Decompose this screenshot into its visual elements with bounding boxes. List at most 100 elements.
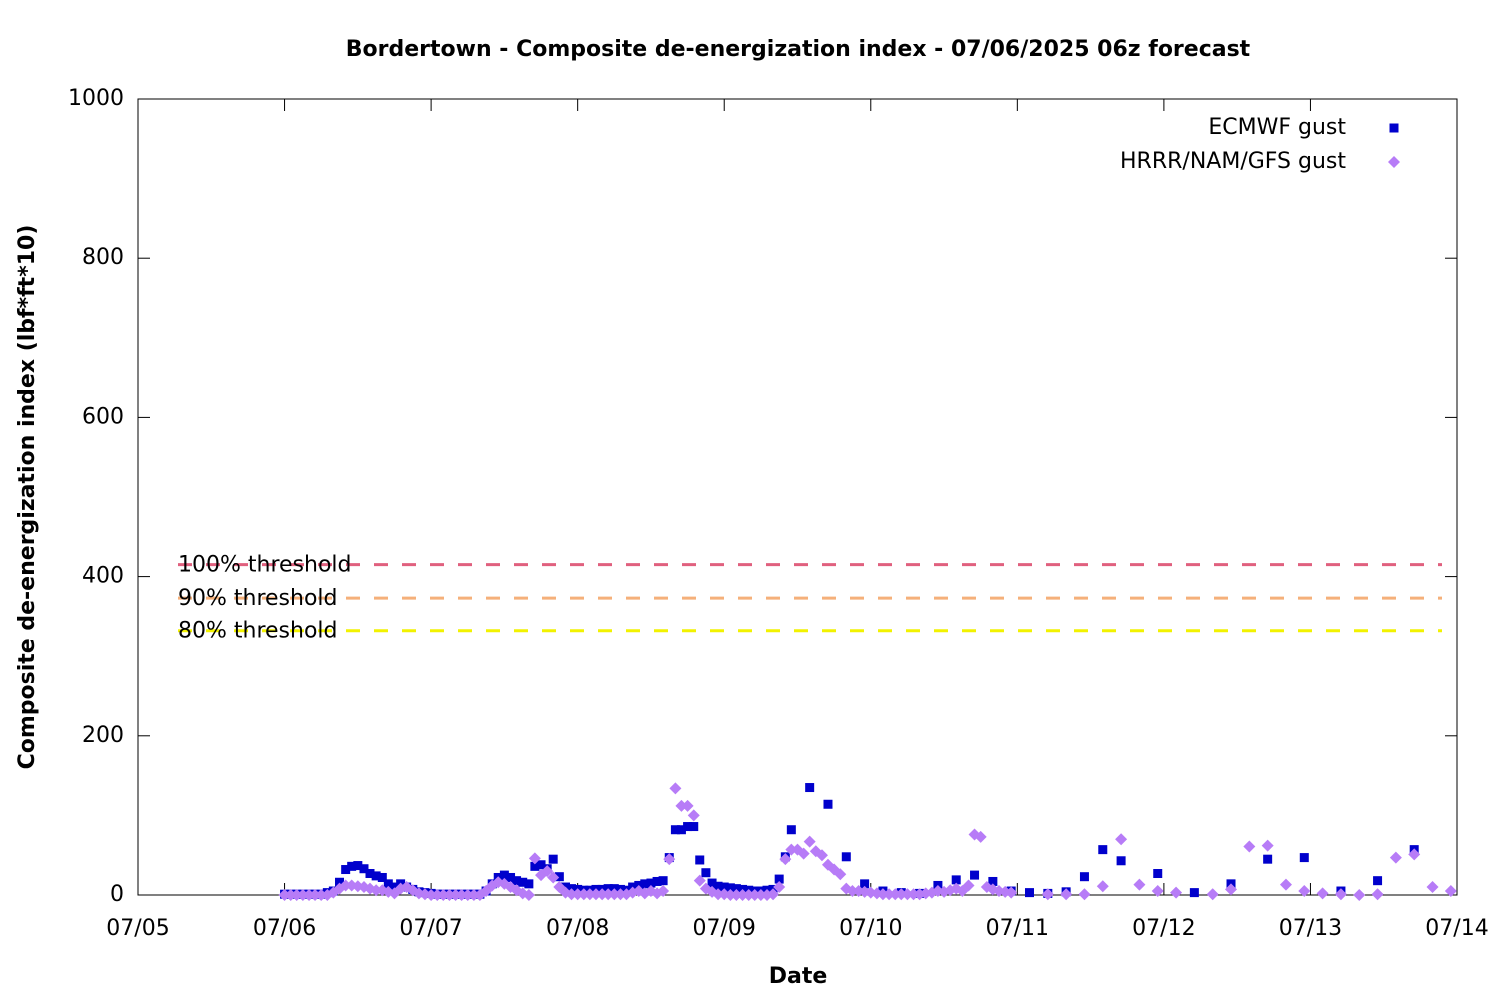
point: [657, 885, 670, 898]
y-tick-label: 600: [82, 404, 124, 429]
point: [347, 861, 357, 871]
point: [596, 888, 609, 901]
chart-title: Bordertown - Composite de-energization i…: [346, 37, 1251, 62]
point: [499, 870, 509, 880]
point: [296, 889, 309, 901]
point: [670, 825, 680, 835]
point: [895, 888, 908, 901]
threshold-label: 100% threshold: [178, 553, 352, 578]
point: [1060, 888, 1073, 901]
point: [1263, 854, 1273, 864]
y-tick-label: 800: [82, 245, 124, 270]
point: [962, 879, 975, 892]
point: [988, 876, 998, 886]
point: [1005, 886, 1018, 899]
point: [504, 881, 517, 894]
point: [640, 879, 650, 889]
point: [681, 799, 694, 812]
point: [284, 889, 297, 901]
point: [773, 881, 786, 894]
point: [876, 888, 889, 901]
point: [437, 889, 450, 901]
point: [689, 822, 699, 832]
point: [883, 888, 896, 901]
point: [1426, 881, 1439, 894]
point: [431, 889, 444, 901]
point: [365, 869, 375, 879]
point: [443, 889, 456, 901]
point: [687, 809, 700, 822]
x-tick-label: 07/09: [693, 916, 756, 941]
point: [528, 852, 541, 865]
point: [353, 861, 363, 871]
point: [970, 870, 980, 880]
point: [1225, 883, 1238, 896]
y-tick-label: 0: [110, 882, 124, 907]
point: [1116, 856, 1126, 866]
point: [730, 889, 743, 901]
point: [1299, 853, 1309, 863]
point: [663, 853, 676, 866]
point: [602, 888, 615, 901]
point: [1334, 888, 1347, 901]
point: [1115, 833, 1128, 846]
point: [303, 889, 316, 901]
point: [1151, 885, 1164, 898]
point: [359, 864, 369, 874]
point: [693, 874, 706, 887]
point: [754, 889, 767, 901]
x-tick-label: 07/08: [546, 916, 609, 941]
point: [1408, 848, 1421, 861]
x-axis-label: Date: [769, 964, 828, 989]
threshold-label: 90% threshold: [178, 586, 338, 611]
point: [805, 783, 815, 793]
point: [724, 889, 737, 901]
point: [370, 884, 383, 897]
point: [524, 879, 534, 889]
point: [278, 889, 291, 901]
point: [389, 882, 399, 892]
point: [779, 853, 792, 866]
point: [658, 876, 668, 886]
point: [1316, 887, 1329, 900]
point: [823, 799, 833, 809]
point: [512, 876, 522, 886]
point: [731, 884, 741, 894]
point: [841, 852, 851, 862]
point: [583, 888, 596, 901]
point: [860, 879, 870, 889]
y-tick-label: 400: [82, 564, 124, 589]
point: [701, 868, 711, 878]
point: [522, 889, 535, 901]
point: [712, 888, 725, 901]
point: [725, 883, 735, 893]
point: [536, 860, 546, 870]
point: [683, 822, 693, 832]
point: [719, 882, 729, 892]
point: [1098, 845, 1108, 855]
point: [1079, 872, 1089, 882]
point: [506, 872, 516, 882]
point: [467, 889, 480, 901]
point: [547, 871, 560, 884]
point: [1189, 888, 1199, 898]
legend-marker: [1389, 123, 1399, 133]
point: [1133, 878, 1146, 891]
point: [797, 847, 810, 860]
x-tick-label: 07/14: [1425, 916, 1488, 941]
point: [1153, 869, 1163, 879]
point: [577, 888, 590, 901]
x-tick-label: 07/12: [1132, 916, 1195, 941]
x-tick-label: 07/11: [986, 916, 1049, 941]
point: [1353, 889, 1366, 901]
point: [461, 889, 474, 901]
point: [1373, 876, 1383, 886]
point: [652, 876, 662, 886]
point: [1078, 888, 1091, 901]
point: [571, 888, 584, 901]
point: [309, 889, 322, 901]
point: [339, 879, 352, 892]
x-tick-label: 07/13: [1279, 916, 1342, 941]
point: [518, 877, 528, 887]
